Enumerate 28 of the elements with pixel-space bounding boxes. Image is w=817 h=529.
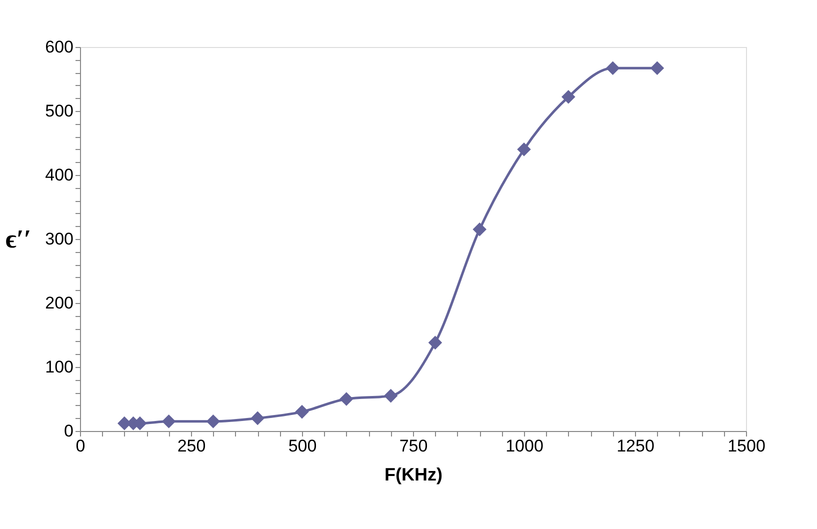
point xyxy=(340,392,354,406)
x-tick-label: 500 xyxy=(288,436,317,456)
x-axis-title: F(KHz) xyxy=(384,464,442,484)
point xyxy=(162,414,176,428)
point xyxy=(517,142,531,156)
x-tick-label: 250 xyxy=(177,436,206,456)
x-tick-label: 750 xyxy=(399,436,428,456)
point xyxy=(206,414,220,428)
point xyxy=(428,336,442,350)
x-tick-label: 0 xyxy=(76,436,86,456)
point xyxy=(384,388,398,403)
y-tick-label: 0 xyxy=(64,422,74,440)
x-tick-label: 1000 xyxy=(506,436,544,456)
y-axis-title: ϵ′′ xyxy=(6,224,32,254)
point xyxy=(295,404,309,419)
x-tick-label: 1250 xyxy=(616,436,654,456)
y-tick-label: 500 xyxy=(45,102,74,120)
point xyxy=(472,222,486,236)
y-tick-label: 100 xyxy=(45,358,74,376)
y-tick-label: 200 xyxy=(45,294,74,312)
y-tick-label: 600 xyxy=(45,38,74,56)
point xyxy=(250,411,264,426)
point xyxy=(562,90,576,104)
x-tick-label: 1500 xyxy=(728,436,766,456)
point xyxy=(650,61,664,76)
y-tick-label: 300 xyxy=(45,230,74,248)
point xyxy=(606,61,620,76)
y-tick-label: 400 xyxy=(45,166,74,184)
